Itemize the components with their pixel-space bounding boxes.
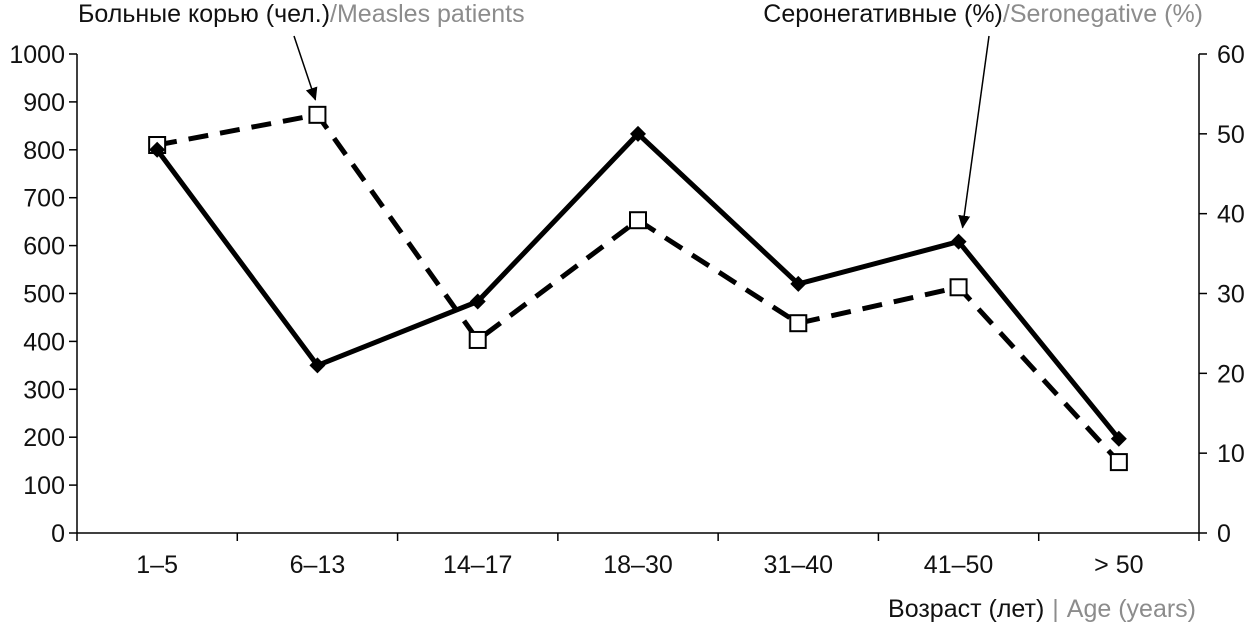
seronegative-point [149, 141, 166, 158]
legend-measles-sep: / [330, 0, 337, 28]
right-tick-label: 10 [1217, 440, 1245, 468]
annotations [293, 35, 990, 229]
series-markers [148, 105, 1128, 472]
x-tick-label: 14–17 [443, 551, 513, 579]
measles-annotation-arrow [293, 35, 318, 101]
right-axis-ticks: 0 10 20 30 40 50 60 [1199, 41, 1245, 548]
seronegative-point [630, 125, 646, 142]
seronegative-point [950, 233, 967, 250]
series-line-measles [156, 112, 1121, 464]
x-tick-label: 1–5 [136, 551, 178, 579]
left-tick-label: 600 [23, 233, 65, 261]
measles-point [308, 105, 327, 124]
x-axis-ticks: 1–5 6–13 14–17 18–30 31–40 41–50 > 50 [76, 533, 1200, 579]
left-tick-label: 700 [23, 185, 65, 213]
legend-measles-label: Больные корью (чел.)/Measles patients [78, 0, 525, 28]
left-tick-label: 200 [23, 424, 65, 452]
x-axis-title-ru: Возраст (лет) [888, 595, 1044, 623]
left-tick-label: 1000 [9, 41, 65, 69]
x-tick-label: 41–50 [924, 551, 994, 579]
x-axis-title: Возраст (лет) | Age (years) [888, 595, 1196, 623]
left-tick-label: 800 [23, 137, 65, 165]
seronegative-point [309, 357, 326, 374]
left-axis-ticks: 0 100 200 300 400 500 600 700 800 900 1000 [9, 41, 77, 548]
measles-point [949, 278, 968, 297]
left-tick-label: 0 [51, 520, 65, 548]
legend-measles-en: Measles patients [337, 0, 525, 28]
right-tick-label: 60 [1217, 41, 1245, 69]
left-tick-label: 500 [23, 281, 65, 309]
x-axis-title-en: Age (years) [1067, 595, 1196, 623]
x-tick-label: > 50 [1094, 551, 1143, 579]
left-tick-label: 100 [23, 472, 65, 500]
measles-point [789, 314, 808, 333]
left-tick-label: 300 [23, 376, 65, 404]
measles-point [629, 211, 647, 230]
right-tick-label: 40 [1217, 201, 1245, 229]
legend-seronegative-sep: / [1003, 0, 1010, 28]
series-lines [155, 112, 1121, 464]
legend-seronegative-ru: Серонегативные (%) [763, 0, 1003, 28]
right-tick-label: 0 [1217, 520, 1231, 548]
x-tick-label: 18–30 [603, 551, 673, 579]
legend-seronegative-label: Серонегативные (%)/Seronegative (%) [763, 0, 1203, 28]
legend-measles-ru: Больные корью (чел.) [78, 0, 330, 28]
x-tick-label: 6–13 [290, 551, 346, 579]
seronegative-point [790, 275, 807, 292]
seronegative-annotation-arrow [958, 35, 990, 229]
right-tick-label: 30 [1217, 281, 1245, 309]
x-tick-label: 31–40 [764, 551, 834, 579]
seronegative-point [469, 293, 486, 310]
measles-point [1109, 453, 1128, 472]
x-axis-title-sep: | [1052, 595, 1059, 623]
right-tick-label: 50 [1217, 121, 1245, 149]
legend-seronegative-en: Seronegative (%) [1010, 0, 1203, 28]
right-tick-label: 20 [1217, 360, 1245, 388]
left-tick-label: 900 [23, 89, 65, 117]
seronegative-point [1110, 430, 1127, 447]
series-line-seronegative [155, 131, 1121, 441]
left-tick-label: 400 [23, 328, 65, 356]
measles-point [468, 330, 487, 349]
